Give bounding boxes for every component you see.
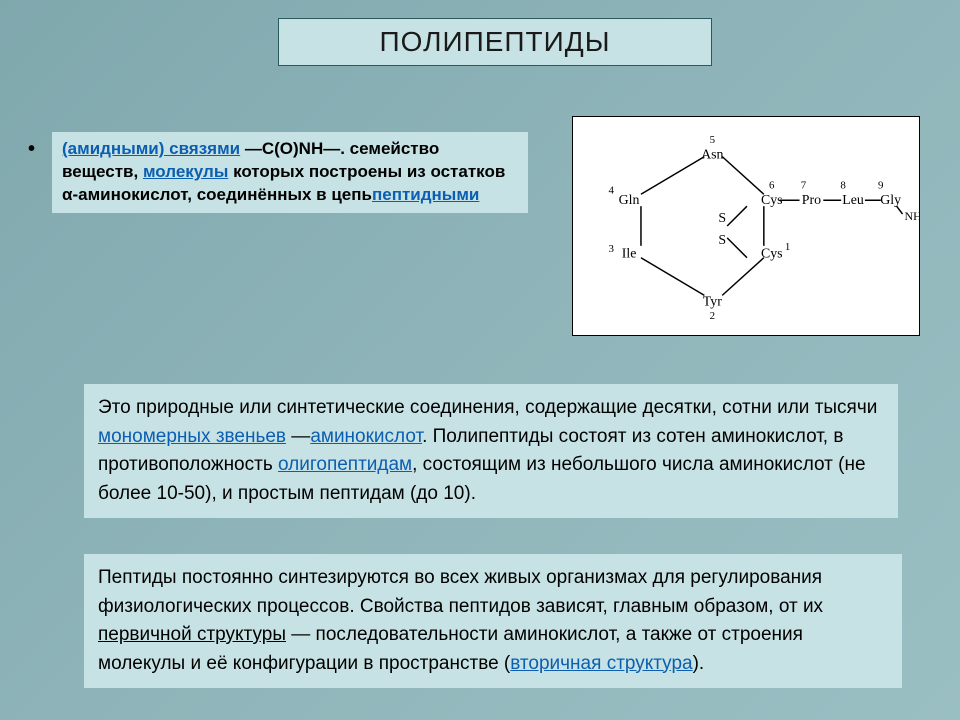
- underline-primary-structure: первичной структуры: [98, 624, 286, 645]
- lbl-leu: Leu: [842, 193, 864, 208]
- lbl-n4: 4: [609, 184, 615, 196]
- lbl-n1: 1: [785, 241, 790, 253]
- p1-t2: —: [286, 426, 310, 447]
- link-aminoacids[interactable]: аминокислот: [310, 426, 422, 447]
- lbl-n7: 7: [801, 179, 807, 191]
- link-peptide[interactable]: пептидными: [372, 185, 479, 204]
- lbl-n3: 3: [609, 243, 615, 255]
- paragraph-1: Это природные или синтетические соединен…: [84, 384, 898, 518]
- lbl-s2: S: [718, 233, 726, 248]
- lbl-s1: S: [718, 211, 726, 226]
- link-oligopeptides[interactable]: олигопептидам: [278, 454, 412, 475]
- link-molecules[interactable]: молекулы: [143, 162, 228, 181]
- lbl-gln: Gln: [619, 193, 640, 208]
- p1-t1: Это природные или синтетические соединен…: [98, 397, 877, 418]
- lbl-nh2: NH₂: [905, 209, 919, 223]
- title-box: ПОЛИПЕПТИДЫ: [278, 18, 712, 66]
- lbl-asn: Asn: [701, 148, 723, 163]
- diagram-svg: Asn 5 Gln 4 Ile 3 Tyr 2 Cys 1 Cys 6 S S …: [573, 117, 919, 335]
- p2-t3: ).: [693, 653, 705, 674]
- lbl-n9: 9: [878, 179, 883, 191]
- lbl-n8: 8: [840, 179, 846, 191]
- lbl-n6: 6: [769, 179, 775, 191]
- lbl-cys6: Cys: [761, 193, 783, 208]
- lbl-tyr: Tyr: [703, 294, 722, 309]
- lbl-gly: Gly: [880, 193, 901, 208]
- link-amide-bonds[interactable]: (амидными) связями: [62, 139, 240, 158]
- p2-t1: Пептиды постоянно синтезируются во всех …: [98, 567, 823, 617]
- lbl-ile: Ile: [622, 247, 637, 262]
- link-secondary-structure[interactable]: вторичная структура: [510, 653, 692, 674]
- peptide-diagram: Asn 5 Gln 4 Ile 3 Tyr 2 Cys 1 Cys 6 S S …: [572, 116, 920, 336]
- lbl-n5: 5: [710, 134, 716, 146]
- page-title: ПОЛИПЕПТИДЫ: [380, 26, 611, 58]
- bullet-paragraph: • (амидными) связями —С(О)NН—. семейство…: [52, 132, 528, 213]
- lbl-cys1: Cys: [761, 247, 783, 262]
- bullet-dot: •: [28, 136, 35, 163]
- paragraph-2: Пептиды постоянно синтезируются во всех …: [84, 554, 902, 688]
- link-monomer-units[interactable]: мономерных звеньев: [98, 426, 286, 447]
- lbl-n2: 2: [710, 310, 715, 322]
- lbl-pro: Pro: [802, 193, 821, 208]
